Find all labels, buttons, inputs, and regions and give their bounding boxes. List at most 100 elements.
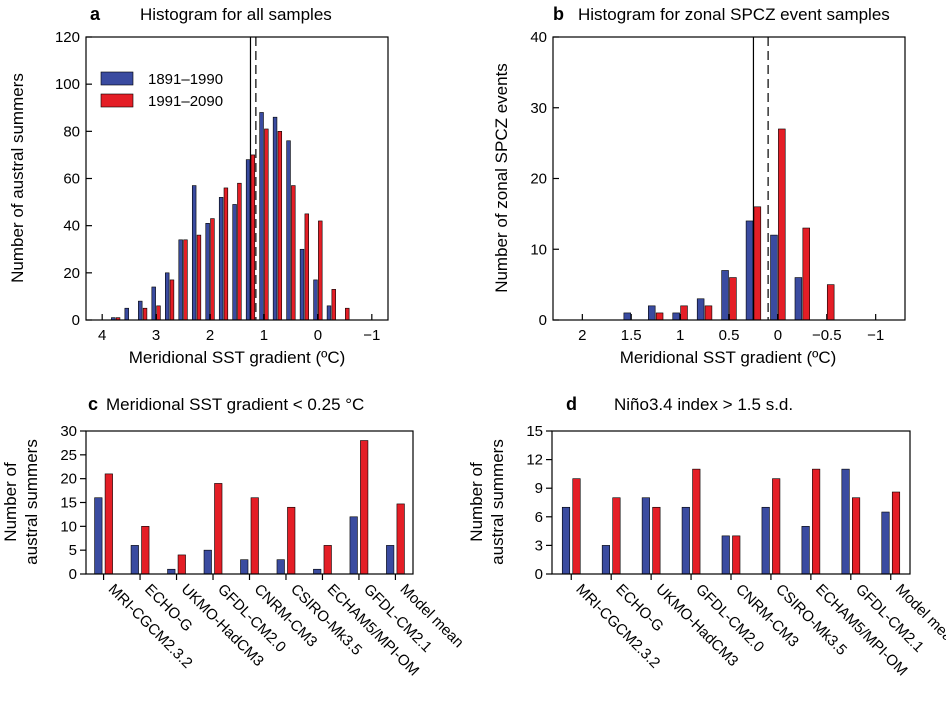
y-tick-label: 12	[526, 452, 543, 469]
bar-early-b	[745, 220, 754, 321]
bar-late-a	[196, 234, 202, 321]
bar-early-c	[386, 545, 395, 575]
panel-b: b Histogram for zonal SPCZ event samples…	[492, 4, 906, 367]
bar-late-c	[323, 545, 332, 575]
x-tick-label: 0	[774, 327, 782, 344]
bar-early-c	[313, 568, 322, 575]
bar-early-a	[151, 286, 156, 321]
y-tick-label: 60	[63, 171, 80, 188]
bar-early-b	[672, 312, 680, 321]
plot-frame	[552, 36, 906, 321]
y-tick-label: 15	[526, 423, 543, 440]
bar-late-a	[291, 185, 296, 321]
bar-early-a	[138, 300, 143, 321]
y-tick-label: 40	[530, 29, 547, 46]
panel-a-xlabel: Meridional SST gradient (ºC)	[129, 348, 346, 367]
bar-early-b	[648, 305, 656, 321]
bar-early-b	[623, 312, 632, 321]
legend-label-early: 1891–1990	[148, 71, 223, 88]
bar-early-a	[124, 307, 129, 321]
bar-early-a	[191, 185, 197, 321]
bar-late-b	[826, 284, 835, 321]
bar-late-d	[652, 506, 661, 575]
bar-late-a	[156, 305, 161, 321]
bar-late-a	[277, 131, 283, 321]
bar-late-a	[210, 218, 215, 321]
y-tick-label: 40	[63, 218, 80, 235]
panel-c-ylabel-line1: Number of	[1, 462, 20, 542]
bar-early-d	[761, 506, 770, 575]
x-tick-label: 2	[578, 327, 586, 344]
legend-swatch-late	[100, 93, 134, 108]
bar-late-a	[331, 289, 336, 321]
bar-late-a	[250, 154, 256, 321]
x-tick-label: 0	[314, 327, 322, 344]
bar-late-a	[345, 307, 350, 321]
bar-early-c	[167, 568, 176, 575]
x-tick-label: 1	[676, 327, 684, 344]
y-tick-label: 25	[60, 447, 77, 464]
panel-a-letter: a	[90, 4, 101, 24]
bar-early-c	[94, 497, 103, 575]
y-tick-label: 9	[535, 480, 543, 497]
bar-late-c	[214, 483, 223, 575]
bar-late-a	[223, 187, 229, 321]
panel-a-plot: 0 20 40 60 80 100 120 4 3 2 1 0 −1	[55, 29, 389, 344]
bar-early-a	[232, 204, 237, 321]
bar-late-c	[104, 473, 113, 575]
bar-early-b	[696, 298, 705, 321]
x-tick-label: 0.5	[719, 327, 740, 344]
bar-late-d	[732, 535, 741, 575]
bar-early-d	[721, 535, 730, 575]
y-tick-label: 120	[55, 29, 80, 46]
bar-early-d	[601, 545, 610, 575]
bar-late-c	[396, 503, 405, 575]
bar-late-b	[802, 227, 810, 321]
bar-early-d	[641, 497, 650, 575]
bar-late-b	[655, 312, 664, 321]
y-tick-label: 20	[60, 471, 77, 488]
y-tick-label: 20	[63, 265, 80, 282]
bar-late-d	[572, 478, 581, 575]
panel-d-ylabel-line1: Number of	[467, 462, 486, 542]
panel-b-xlabel: Meridional SST gradient (ºC)	[620, 348, 837, 367]
y-tick-label: 0	[72, 312, 80, 329]
x-tick-label: −0.5	[812, 327, 842, 344]
bar-late-d	[612, 497, 621, 575]
x-tick-label: 4	[98, 327, 106, 344]
bar-early-b	[794, 277, 803, 321]
bar-late-a	[169, 279, 175, 321]
bar-late-d	[852, 497, 861, 575]
bar-early-a	[286, 140, 291, 321]
x-tick-label: −1	[867, 327, 884, 344]
bar-early-c	[203, 549, 212, 575]
bar-early-c	[240, 559, 249, 575]
bar-late-a	[183, 239, 188, 321]
bar-early-a	[326, 305, 332, 321]
y-tick-label: 6	[535, 509, 543, 526]
bar-late-b	[753, 206, 762, 321]
bar-late-d	[812, 468, 821, 575]
y-tick-label: 80	[63, 123, 80, 140]
bar-early-a	[178, 239, 183, 321]
bar-early-b	[770, 234, 778, 321]
x-tick-label: 1.5	[621, 327, 642, 344]
legend-label-late: 1991–2090	[148, 93, 223, 110]
y-tick-label: 10	[530, 241, 547, 258]
y-tick-label: 0	[69, 566, 77, 583]
panel-a-legend: 1891–1990 1991–2090	[100, 71, 223, 110]
bar-early-c	[349, 516, 358, 575]
y-tick-label: 20	[530, 171, 547, 188]
y-tick-label: 30	[60, 423, 77, 440]
panel-d-letter: d	[566, 394, 577, 414]
legend-swatch-early	[100, 71, 134, 86]
panel-d: d Niño3.4 index > 1.5 s.d. Number of aus…	[467, 394, 946, 679]
x-tick-label: 2	[206, 327, 214, 344]
x-tick-label: −1	[363, 327, 380, 344]
y-tick-label: 0	[535, 566, 543, 583]
bar-late-b	[729, 277, 737, 321]
bar-late-c	[287, 506, 296, 575]
bar-early-d	[881, 511, 890, 575]
bar-early-a	[218, 197, 224, 321]
bar-early-d	[841, 468, 850, 575]
